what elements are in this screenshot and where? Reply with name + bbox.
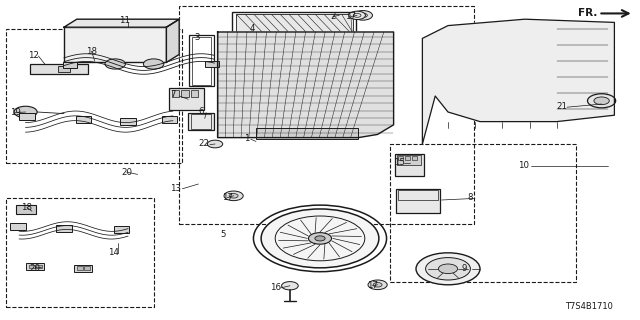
Circle shape <box>224 191 243 201</box>
Bar <box>179 6 474 224</box>
Circle shape <box>349 11 365 20</box>
Circle shape <box>416 253 480 285</box>
Circle shape <box>315 236 325 241</box>
Bar <box>181 90 189 97</box>
Polygon shape <box>422 19 614 144</box>
Text: FR.: FR. <box>578 8 597 19</box>
Text: 18: 18 <box>86 47 97 56</box>
Text: 9: 9 <box>461 264 467 273</box>
Bar <box>191 114 211 129</box>
Bar <box>6 29 182 163</box>
Bar <box>120 118 136 125</box>
Circle shape <box>373 283 382 287</box>
Circle shape <box>282 282 298 290</box>
Circle shape <box>438 264 458 274</box>
Bar <box>63 62 77 68</box>
Text: 18: 18 <box>21 203 33 212</box>
Polygon shape <box>64 19 179 27</box>
Circle shape <box>588 94 616 108</box>
Circle shape <box>594 97 609 105</box>
Bar <box>10 223 26 230</box>
Bar <box>232 12 356 34</box>
Bar <box>172 90 179 97</box>
Circle shape <box>105 59 125 69</box>
Text: 20: 20 <box>121 168 132 177</box>
Bar <box>191 90 198 97</box>
Text: 21: 21 <box>556 102 568 111</box>
Bar <box>398 190 438 200</box>
Circle shape <box>368 280 387 290</box>
Bar <box>6 198 154 307</box>
Text: 16: 16 <box>269 283 281 292</box>
Bar <box>29 265 35 268</box>
Circle shape <box>207 140 223 148</box>
Text: 17: 17 <box>221 193 233 202</box>
Bar <box>395 154 424 176</box>
Circle shape <box>358 13 367 18</box>
Bar <box>412 156 417 160</box>
Bar <box>405 156 410 160</box>
Bar <box>398 156 403 160</box>
Text: 17: 17 <box>345 12 356 21</box>
Text: 7: 7 <box>170 90 175 99</box>
Bar <box>16 205 36 214</box>
Bar <box>74 265 92 272</box>
Bar <box>36 265 42 268</box>
Bar <box>114 226 129 233</box>
Text: 15: 15 <box>394 158 406 167</box>
Text: 13: 13 <box>170 184 182 193</box>
Bar <box>30 64 88 74</box>
Polygon shape <box>218 32 394 138</box>
Circle shape <box>229 194 238 198</box>
Text: 4: 4 <box>250 24 255 33</box>
Text: 8: 8 <box>468 193 473 202</box>
Text: 19: 19 <box>10 108 20 117</box>
Bar <box>205 61 219 67</box>
Text: 14: 14 <box>108 248 119 257</box>
Circle shape <box>261 209 379 268</box>
Text: 10: 10 <box>518 161 529 170</box>
Bar <box>64 27 166 62</box>
Circle shape <box>308 233 332 244</box>
Text: 11: 11 <box>119 16 131 25</box>
Text: 17: 17 <box>367 281 378 290</box>
Bar <box>84 266 90 270</box>
Text: 5: 5 <box>220 230 225 239</box>
Bar <box>26 263 44 270</box>
Text: 22: 22 <box>198 140 209 148</box>
Bar <box>192 37 211 85</box>
Text: T7S4B1710: T7S4B1710 <box>565 302 612 311</box>
Bar <box>390 144 576 282</box>
Bar <box>236 14 353 32</box>
Bar <box>19 113 35 120</box>
Bar <box>256 128 358 139</box>
Text: 12: 12 <box>28 51 39 60</box>
Bar <box>397 155 421 165</box>
Circle shape <box>14 106 37 118</box>
Circle shape <box>143 59 164 69</box>
Bar <box>396 189 440 213</box>
Polygon shape <box>166 19 179 62</box>
Circle shape <box>426 258 470 280</box>
Bar <box>162 116 177 123</box>
Bar <box>169 88 204 110</box>
Bar <box>58 66 70 72</box>
Text: 1: 1 <box>244 134 249 143</box>
Text: 6: 6 <box>198 107 204 116</box>
Bar <box>189 35 214 86</box>
Text: 20: 20 <box>29 264 41 273</box>
Text: 2: 2 <box>330 12 335 21</box>
Circle shape <box>353 11 372 20</box>
Bar <box>77 266 83 270</box>
Text: 3: 3 <box>195 33 200 42</box>
Bar <box>76 116 91 123</box>
Bar <box>188 113 214 130</box>
Bar <box>56 225 72 232</box>
